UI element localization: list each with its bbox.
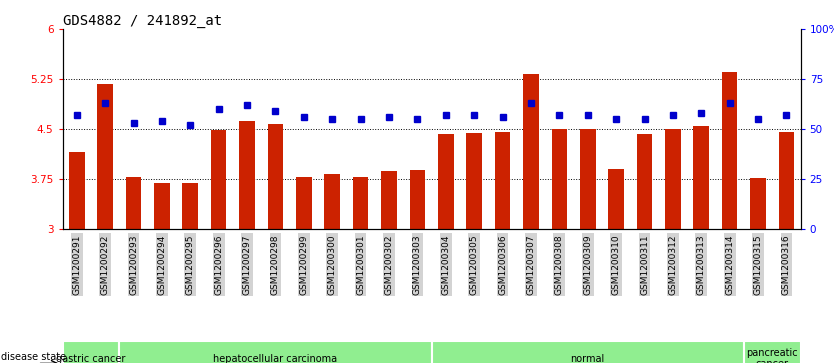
Bar [239,121,255,229]
Bar [466,133,482,229]
Bar [409,170,425,229]
Text: GSM1200296: GSM1200296 [214,234,224,295]
Bar [744,341,801,363]
Bar [119,341,432,363]
Text: GSM1200291: GSM1200291 [73,234,81,295]
Bar [722,72,737,229]
Bar [98,83,113,229]
Bar [551,129,567,229]
Bar [211,130,227,229]
Bar [779,131,794,229]
Bar [69,152,84,229]
Bar [665,129,681,229]
Text: GSM1200298: GSM1200298 [271,234,280,295]
Bar [154,183,169,229]
Text: GSM1200307: GSM1200307 [526,234,535,295]
Text: GSM1200309: GSM1200309 [583,234,592,295]
Text: GSM1200312: GSM1200312 [668,234,677,295]
Bar [63,341,119,363]
Text: GSM1200314: GSM1200314 [726,234,734,295]
Text: GSM1200292: GSM1200292 [101,234,109,294]
Text: GSM1200315: GSM1200315 [754,234,762,295]
Bar [183,183,198,229]
Text: hepatocellular carcinoma: hepatocellular carcinoma [214,354,338,363]
Text: disease state: disease state [1,352,67,362]
Bar [268,123,284,229]
Text: normal: normal [570,354,605,363]
Text: GSM1200299: GSM1200299 [299,234,309,295]
Bar [751,178,766,229]
Text: GSM1200306: GSM1200306 [498,234,507,295]
Text: GSM1200300: GSM1200300 [328,234,337,295]
Text: gastric cancer: gastric cancer [56,354,126,363]
Text: GSM1200316: GSM1200316 [782,234,791,295]
Text: GSM1200297: GSM1200297 [243,234,252,295]
Bar [636,134,652,229]
Bar [432,341,744,363]
Bar [438,134,454,229]
Bar [353,177,369,229]
Text: GSM1200305: GSM1200305 [470,234,479,295]
Bar [495,132,510,229]
Text: GSM1200311: GSM1200311 [640,234,649,295]
Bar [694,126,709,229]
Text: GSM1200303: GSM1200303 [413,234,422,295]
Text: GSM1200313: GSM1200313 [696,234,706,295]
Text: GSM1200294: GSM1200294 [158,234,167,294]
Bar [381,171,397,229]
Text: pancreatic
cancer: pancreatic cancer [746,348,798,363]
Text: GSM1200302: GSM1200302 [384,234,394,295]
Text: GSM1200310: GSM1200310 [611,234,620,295]
Bar [608,169,624,229]
Bar [296,177,312,229]
Text: GSM1200295: GSM1200295 [186,234,195,295]
Text: GDS4882 / 241892_at: GDS4882 / 241892_at [63,14,222,28]
Bar [580,129,595,229]
Text: GSM1200293: GSM1200293 [129,234,138,295]
Text: GSM1200301: GSM1200301 [356,234,365,295]
Bar [324,174,340,229]
Text: GSM1200304: GSM1200304 [441,234,450,295]
Text: GSM1200308: GSM1200308 [555,234,564,295]
Bar [523,74,539,229]
Bar [126,178,141,229]
